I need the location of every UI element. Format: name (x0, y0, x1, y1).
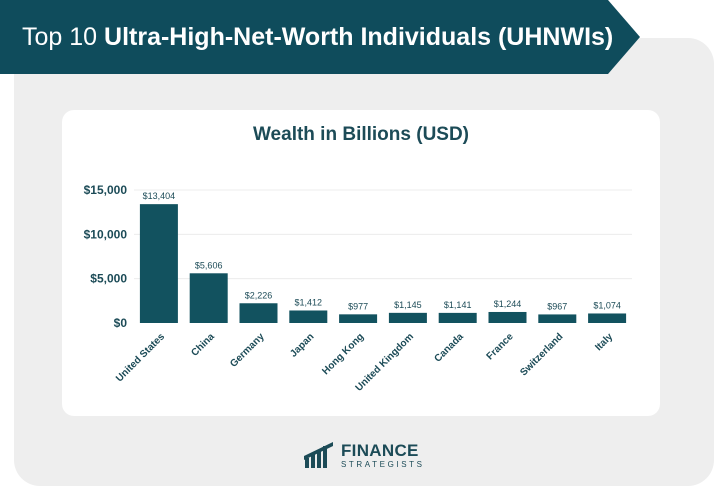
bar (239, 303, 278, 323)
x-axis-ticks: United States China Germany Japan Hong KongU… (114, 331, 615, 394)
bars (139, 204, 627, 323)
x-tick-label: Italy (593, 331, 615, 353)
bar (289, 310, 328, 323)
bar (588, 313, 627, 323)
bar (488, 311, 527, 323)
bar (388, 312, 427, 323)
y-tick-label: $0 (114, 316, 128, 330)
title-banner: Top 10 Ultra-High-Net-Worth Individuals … (0, 0, 640, 74)
y-tick-label: $5,000 (90, 272, 127, 286)
bar (339, 314, 378, 323)
logo-name: FINANCE (341, 440, 419, 460)
chart-title: Wealth in Billions (USD) (252, 124, 470, 145)
y-tick-label: $15,000 (84, 183, 128, 197)
data-label: $1,244 (494, 299, 522, 309)
bar (438, 312, 477, 323)
data-label: $1,141 (444, 300, 472, 310)
logo-tagline: STRATEGISTS (341, 459, 425, 469)
x-tick-label: France (485, 331, 516, 362)
data-label: $5,606 (195, 260, 223, 270)
x-tick-label: Canada (432, 331, 466, 365)
finance-strategists-logo-icon (304, 442, 333, 468)
page-title-prefix: Top 10 (22, 22, 105, 51)
page-title-bold: Ultra-High-Net-Worth Individuals (UHNWIs… (104, 22, 614, 51)
x-tick-label: China (189, 331, 217, 359)
x-tick-label: Switzerland (518, 331, 565, 378)
finance-strategists-logo: FINANCE STRATEGISTS (303, 438, 425, 472)
y-axis-ticks: $0 $5,000 $10,000 $15,000 (84, 183, 128, 330)
bar (139, 204, 178, 323)
data-labels: $13,404 $5,606 $2,226 $1,412 $977 $1,145 $1,14… (143, 191, 621, 311)
bar (538, 314, 577, 323)
x-tick-label: United States (114, 331, 167, 384)
x-tick-label: Germany (228, 331, 267, 370)
bar (189, 273, 228, 323)
x-tick-label: Japan (288, 331, 316, 359)
y-tick-label: $10,000 (84, 227, 128, 241)
data-label: $1,074 (593, 300, 621, 310)
x-tick-label: Hong Kong (320, 331, 366, 377)
data-label: $1,412 (295, 297, 323, 307)
data-label: $967 (547, 301, 567, 311)
data-label: $1,145 (394, 300, 422, 310)
data-label: $2,226 (245, 290, 273, 300)
data-label: $13,404 (143, 191, 176, 201)
page-title: Top 10 Ultra-High-Net-Worth Individuals … (0, 23, 613, 52)
data-label: $977 (348, 301, 368, 311)
